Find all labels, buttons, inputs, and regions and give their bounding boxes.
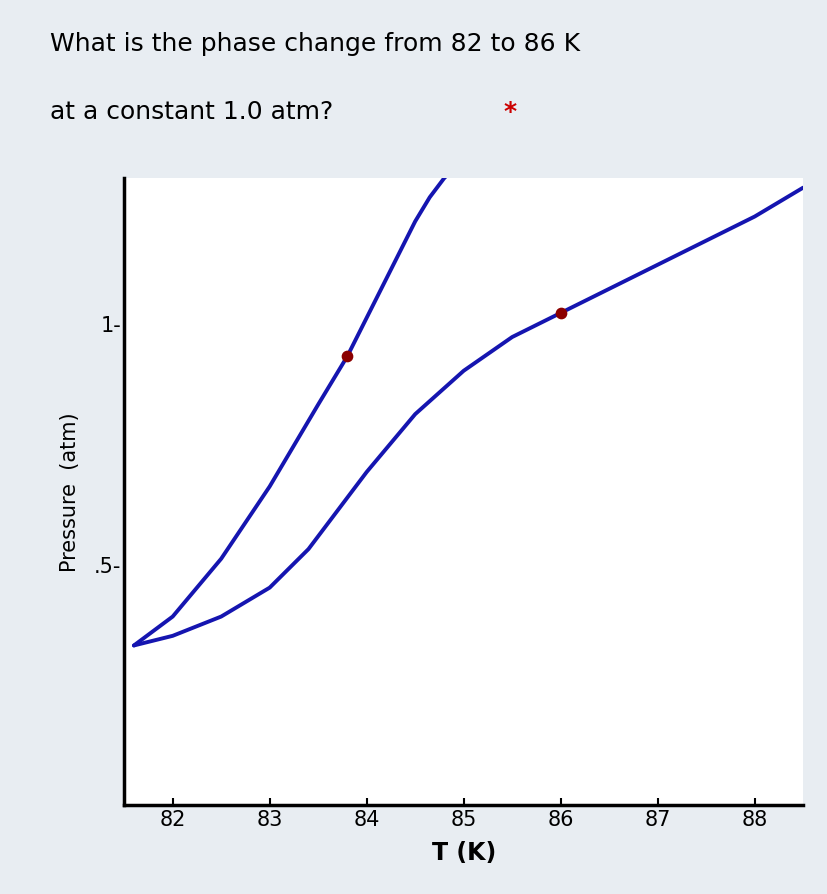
Text: at a constant 1.0 atm?: at a constant 1.0 atm?	[50, 100, 341, 123]
Point	[340, 350, 353, 364]
Y-axis label: Pressure  (atm): Pressure (atm)	[60, 412, 80, 571]
Point	[553, 307, 566, 321]
Text: *: *	[503, 100, 516, 123]
X-axis label: T (K): T (K)	[431, 840, 495, 864]
Text: What is the phase change from 82 to 86 K: What is the phase change from 82 to 86 K	[50, 32, 579, 56]
